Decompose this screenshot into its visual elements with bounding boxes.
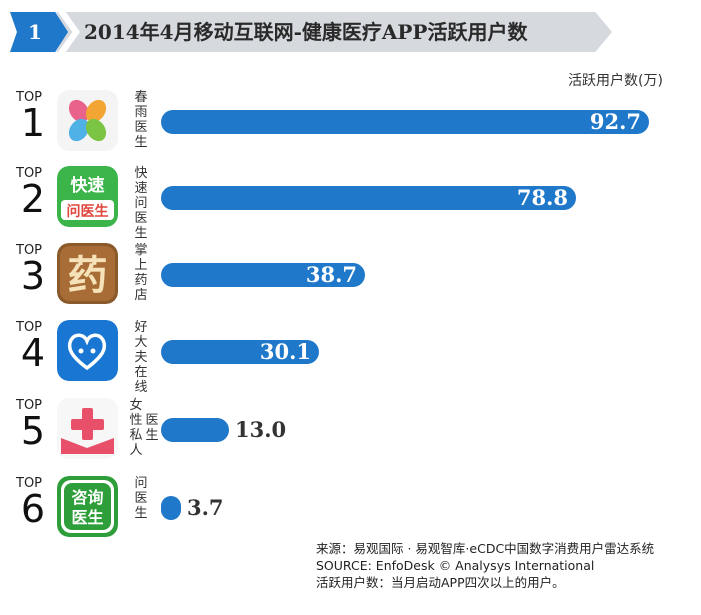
top-label: TOP xyxy=(16,243,43,258)
data-label: 30.1 xyxy=(259,339,311,364)
rank-number: 4 xyxy=(20,331,46,375)
data-label: 78.8 xyxy=(516,185,568,210)
category-label: 问医生 xyxy=(134,476,148,521)
data-label: 13.0 xyxy=(235,417,287,442)
unit-label: 活跃用户数(万) xyxy=(568,73,663,89)
top-label: TOP xyxy=(16,90,43,105)
bar xyxy=(161,110,649,134)
category-label: 掌上药店 xyxy=(134,243,148,303)
svg-text:咨询: 咨询 xyxy=(71,488,103,507)
chart-row: TOP 4 好大夫在线 30.1 xyxy=(0,320,701,395)
chart-title: 2014年4月移动互联网-健康医疗APP活跃用户数 xyxy=(84,20,528,44)
category-label: 快速问医生 xyxy=(134,166,148,241)
chunyu-clover-icon xyxy=(57,90,118,151)
svg-text:医生: 医生 xyxy=(71,508,103,527)
top-label: TOP xyxy=(16,320,43,335)
top-label: TOP xyxy=(16,166,43,181)
chart-row: TOP 5 女性私人医生 13.0 xyxy=(0,398,701,468)
data-label: 92.7 xyxy=(589,109,641,134)
footer-source-cn: 来源：易观国际 · 易观智库·eCDC中国数字消费用户雷达系统 xyxy=(316,541,655,556)
top-label: TOP xyxy=(16,398,43,413)
zixun-yisheng-icon: 咨询 医生 xyxy=(57,476,118,537)
bar xyxy=(161,186,576,210)
svg-text:药: 药 xyxy=(68,252,108,299)
chart-row: TOP 3 药 掌上药店 38.7 xyxy=(0,243,701,313)
bar xyxy=(161,496,181,520)
banner-number: 1 xyxy=(10,12,68,52)
bar xyxy=(161,263,365,287)
rank-number: 1 xyxy=(20,101,46,145)
banner-background xyxy=(56,12,612,52)
yao-character-icon: 药 xyxy=(57,243,118,304)
footer: 来源：易观国际 · 易观智库·eCDC中国数字消费用户雷达系统 SOURCE: … xyxy=(316,540,654,591)
bar xyxy=(161,340,319,364)
chart-row: TOP 1 春雨医生 92.7 xyxy=(0,90,701,160)
data-label: 38.7 xyxy=(305,262,357,287)
rank-number: 5 xyxy=(20,409,46,453)
data-label: 3.7 xyxy=(187,495,224,520)
category-label: 春雨医生 xyxy=(134,90,148,150)
category-label: 女性私人 xyxy=(129,398,143,458)
bar xyxy=(161,418,229,442)
top-label: TOP xyxy=(16,476,43,491)
rank-number: 3 xyxy=(20,254,46,298)
footer-source-en: SOURCE: EnfoDesk © Analysys Internationa… xyxy=(316,558,595,573)
chart-row: TOP 2 快速 问医生快速问医生 78.8 xyxy=(0,166,701,241)
category-label: 好大夫在线 xyxy=(134,320,148,395)
chart-row: TOP 6 咨询 医生问医生 3.7 xyxy=(0,476,701,546)
footer-note: 活跃用户数：当月启动APP四次以上的用户。 xyxy=(316,575,565,590)
svg-text:问医生: 问医生 xyxy=(67,203,109,220)
title-banner: 1 2014年4月移动互联网-健康医疗APP活跃用户数 xyxy=(10,12,612,52)
haodaifu-heart-icon xyxy=(57,320,118,381)
rank-number: 2 xyxy=(20,177,46,221)
rank-number: 6 xyxy=(20,487,46,531)
kuaisu-wenyisheng-icon: 快速 问医生 xyxy=(57,166,118,227)
category-label: 医生 xyxy=(145,413,159,443)
nvxing-cross-icon xyxy=(57,398,118,459)
svg-text:快速: 快速 xyxy=(71,175,105,196)
